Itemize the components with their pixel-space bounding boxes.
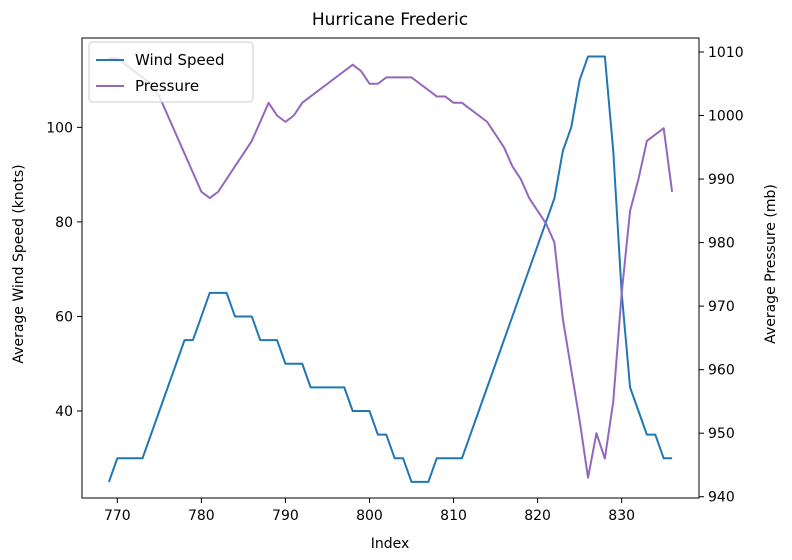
x-axis: 770 780 790 800 810 820 830: [104, 498, 635, 524]
x-tick-label: 820: [524, 508, 551, 524]
y-axis-right: 940 950 960 970 980 990 1000 1010: [699, 45, 744, 506]
x-tick-label: 830: [608, 508, 635, 524]
legend-label-wind-speed: Wind Speed: [135, 51, 225, 69]
series-lines: [107, 55, 674, 483]
legend-label-pressure: Pressure: [135, 77, 199, 95]
y-right-tick-label: 960: [708, 363, 735, 379]
series-line-pressure: [108, 57, 674, 479]
y-right-tick-label: 1010: [708, 45, 744, 61]
series-line-wind-speed: [107, 55, 673, 483]
y-right-tick-label: 990: [708, 172, 735, 188]
y-right-tick-label: 980: [708, 236, 735, 252]
plot-frame: [81, 37, 700, 499]
y-axis-left-label: Average Wind Speed (knots): [11, 164, 27, 363]
x-tick-label: 770: [104, 508, 131, 524]
y-left-tick-label: 100: [46, 120, 73, 136]
x-tick-label: 810: [440, 508, 467, 524]
plot-area: [81, 37, 700, 499]
y-right-tick-label: 950: [708, 426, 735, 442]
legend: Wind Speed Pressure: [88, 41, 254, 103]
y-left-tick-label: 80: [55, 215, 73, 231]
y-right-tick-label: 940: [708, 490, 735, 506]
y-right-tick-label: 970: [708, 299, 735, 315]
y-axis-left: 40 60 80 100: [46, 120, 82, 420]
legend-box: [88, 41, 254, 103]
y-left-tick-label: 40: [55, 404, 73, 420]
chart-title: Hurricane Frederic: [312, 10, 468, 30]
y-axis-right-label: Average Pressure (mb): [763, 184, 779, 344]
y-right-tick-label: 1000: [708, 109, 744, 125]
y-left-tick-label: 60: [55, 309, 73, 325]
x-tick-label: 780: [188, 508, 215, 524]
x-axis-label: Index: [371, 536, 410, 552]
x-tick-label: 790: [272, 508, 299, 524]
x-tick-label: 800: [356, 508, 383, 524]
